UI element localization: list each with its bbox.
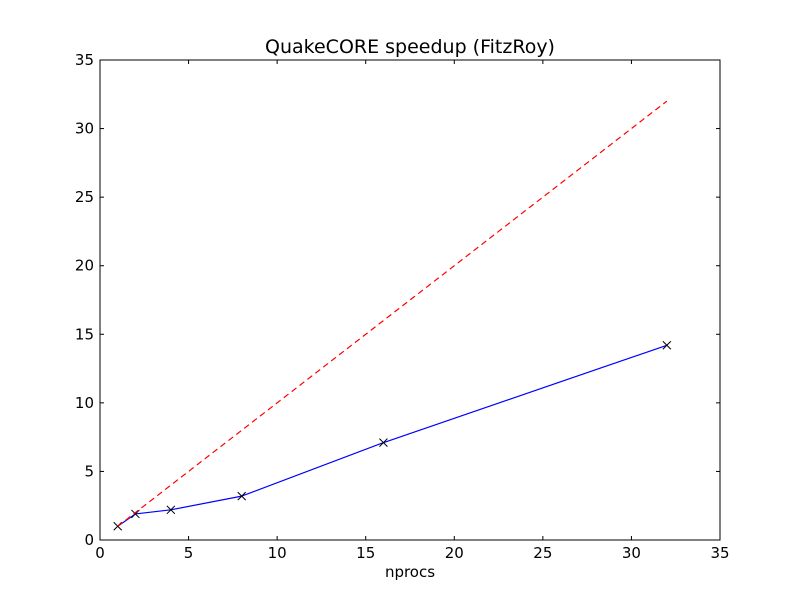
- x-axis-label: nprocs: [385, 563, 435, 581]
- y-tick-label: 30: [75, 120, 94, 138]
- series-1-point-marker: [662, 340, 672, 350]
- y-tick-label: 35: [75, 51, 94, 69]
- y-tick-label: 20: [75, 257, 94, 275]
- chart-title: QuakeCORE speedup (FitzRoy): [265, 36, 555, 58]
- x-tick-label: 20: [445, 544, 464, 562]
- series-1-point-marker: [131, 509, 140, 519]
- plot-area: 0 5 10 15 20 25 30 35 0 5 10 15 20 25 30 35: [75, 51, 730, 562]
- y-tick-label: 10: [75, 394, 94, 412]
- x-tick-label: 0: [95, 544, 105, 562]
- series-2-line: [117, 100, 668, 527]
- x-tick-label: 30: [622, 544, 641, 562]
- plot-frame: [99, 59, 721, 541]
- y-tick-label: 15: [75, 325, 94, 343]
- x-tick-label: 10: [268, 544, 287, 562]
- y-tick-label: 0: [84, 531, 94, 549]
- x-tick-label: 35: [710, 544, 729, 562]
- series-1-point-marker: [166, 505, 176, 515]
- y-tick-label: 25: [75, 188, 94, 206]
- series-1-point-marker: [237, 491, 247, 501]
- series-1-line: [117, 344, 668, 527]
- x-tick-label: 5: [184, 544, 194, 562]
- x-tick-label: 25: [533, 544, 552, 562]
- series-1-point-marker: [379, 438, 388, 447]
- y-tick-label: 5: [84, 462, 94, 480]
- x-tick-label: 15: [356, 544, 375, 562]
